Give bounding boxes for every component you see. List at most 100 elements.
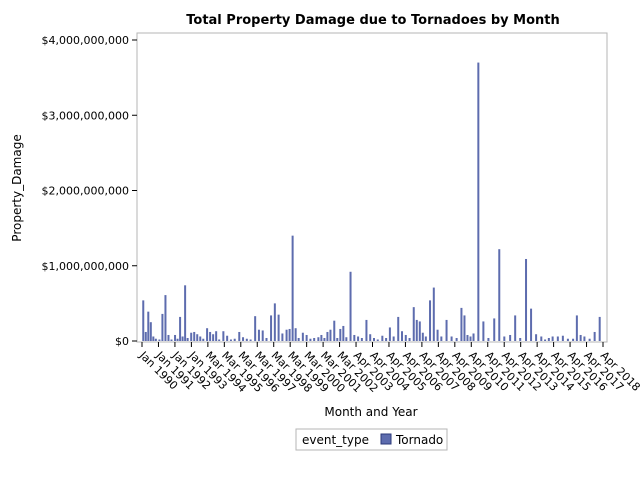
bar [249,339,252,341]
bar [429,300,432,341]
bar [421,332,424,341]
legend-swatch [380,433,392,445]
y-axis-label: Property_Damage [10,134,24,241]
bar [265,337,268,341]
bar [445,319,448,341]
bar [193,331,196,341]
bar [164,295,167,341]
chart-title: Total Property Damage due to Tornadoes b… [186,13,560,28]
bar [365,319,368,341]
bar [381,335,384,341]
bar [297,337,300,341]
bar [288,328,291,341]
bar [498,249,501,341]
bar [212,334,215,341]
bar [245,338,248,341]
bar [257,329,260,341]
bar [472,333,475,341]
plot-frame [136,32,608,343]
bar [572,338,575,341]
bar [466,334,469,341]
bar [544,339,547,341]
bar [583,336,586,341]
bar [152,336,155,341]
bar [206,328,209,341]
bar [326,331,329,341]
bar [196,334,199,341]
y-tick-label: $3,000,000,000 [42,109,129,122]
bar [540,336,543,341]
bar [455,337,458,341]
bar [215,331,218,341]
bar [460,307,463,341]
bar [369,334,372,341]
bar [329,329,332,341]
bar [372,337,375,341]
bar [317,337,320,341]
bar [503,336,506,341]
bar [199,336,202,341]
bar [509,334,512,341]
bar [190,332,193,341]
bar [323,337,326,341]
bar [167,334,170,341]
bar [349,271,352,341]
bar [412,307,415,341]
bar [179,316,182,341]
bar [551,336,554,341]
bar [418,321,421,341]
bar [149,322,152,341]
bar [226,335,229,341]
bar [345,337,348,341]
bar [579,334,582,341]
y-tick-label: $1,000,000,000 [42,260,129,273]
bar [588,338,591,341]
bar [487,337,490,341]
bar [270,315,273,341]
y-tick-label: $2,000,000,000 [42,185,129,198]
bar [376,339,379,341]
bar [222,331,225,341]
bar [432,287,435,341]
bar [144,331,147,341]
bar [238,331,241,341]
bar [339,328,342,341]
bar [336,337,339,341]
bar [161,313,164,341]
bar [184,285,187,341]
bar [142,300,145,341]
bar [424,336,427,341]
bar [305,334,308,341]
bar [229,339,232,341]
bar [514,315,517,341]
bar [357,336,360,341]
legend-series-label: Tornado [395,433,443,447]
bar [525,258,528,341]
bar [294,328,297,341]
bar [593,331,596,341]
bar [218,339,221,341]
bar [154,338,157,341]
bar [174,334,177,341]
bar [309,338,312,341]
bar [575,315,578,341]
bar [320,334,323,341]
bar [158,339,161,341]
bar [440,336,443,341]
bar [285,329,288,341]
bar [301,332,304,341]
bar [209,331,212,341]
bar [254,316,257,341]
bar [493,318,496,341]
bar [482,321,485,341]
y-tick-label: $4,000,000,000 [42,34,129,47]
bar [415,319,418,341]
bar [477,62,480,341]
bar [401,331,404,341]
bar [186,337,189,341]
bar [547,337,550,341]
bar [281,333,284,341]
bar [313,337,316,341]
